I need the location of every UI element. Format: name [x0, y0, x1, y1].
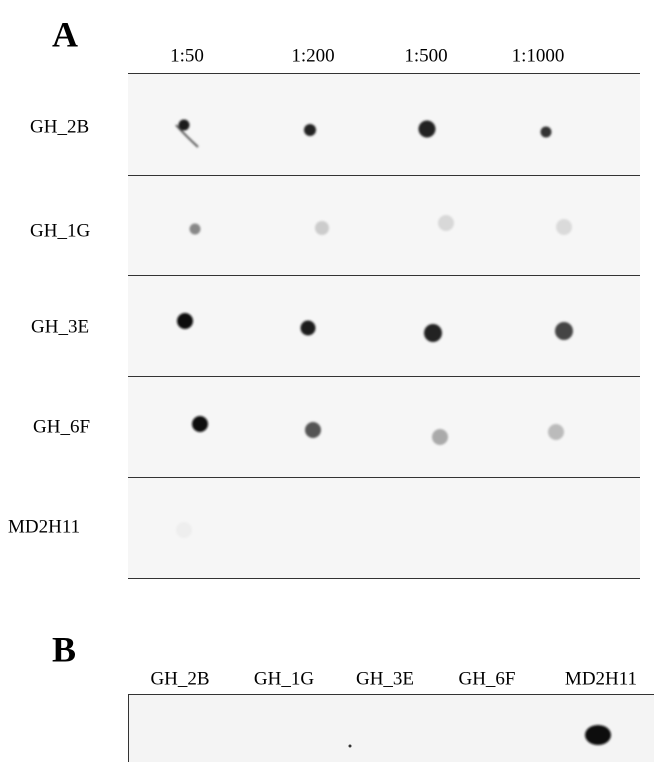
- membrane: [129, 695, 654, 762]
- row-label: GH_3E: [31, 316, 89, 337]
- column-label: 1:500: [404, 45, 447, 66]
- dot: [419, 121, 436, 138]
- panel-label: A: [52, 14, 78, 54]
- column-label: GH_1G: [254, 668, 314, 689]
- row-label: GH_1G: [30, 220, 90, 241]
- column-label: MD2H11: [565, 668, 637, 689]
- column-label: 1:50: [170, 45, 204, 66]
- dot: [176, 522, 192, 538]
- panel-b: B GH_2B GH_1G GH_3E GH_6F MD2H11: [52, 629, 654, 762]
- dot: [301, 321, 316, 336]
- figure: A 1:50 1:200 1:500 1:1000 GH_2B GH_1G GH…: [0, 0, 654, 762]
- row-label: MD2H11: [8, 516, 80, 537]
- dot: [190, 224, 201, 235]
- dot: [556, 219, 572, 235]
- speck: [349, 745, 352, 748]
- dot: [585, 725, 611, 745]
- row-label: GH_6F: [33, 416, 90, 437]
- dot: [179, 120, 190, 131]
- row-label: GH_2B: [30, 116, 89, 137]
- dot: [305, 422, 321, 438]
- column-label: 1:200: [291, 45, 334, 66]
- dot: [424, 324, 442, 342]
- dot: [177, 313, 193, 329]
- dot: [555, 322, 573, 340]
- dot: [315, 221, 329, 235]
- column-label: GH_6F: [458, 668, 515, 689]
- panel-a: A 1:50 1:200 1:500 1:1000 GH_2B GH_1G GH…: [8, 14, 640, 578]
- dot: [541, 127, 552, 138]
- dot: [192, 416, 208, 432]
- panel-label: B: [52, 629, 76, 669]
- dot: [548, 424, 564, 440]
- column-label: 1:1000: [512, 45, 565, 66]
- dot: [304, 124, 316, 136]
- dot: [432, 429, 448, 445]
- column-label: GH_2B: [150, 668, 209, 689]
- column-label: GH_3E: [356, 668, 414, 689]
- dot: [438, 215, 454, 231]
